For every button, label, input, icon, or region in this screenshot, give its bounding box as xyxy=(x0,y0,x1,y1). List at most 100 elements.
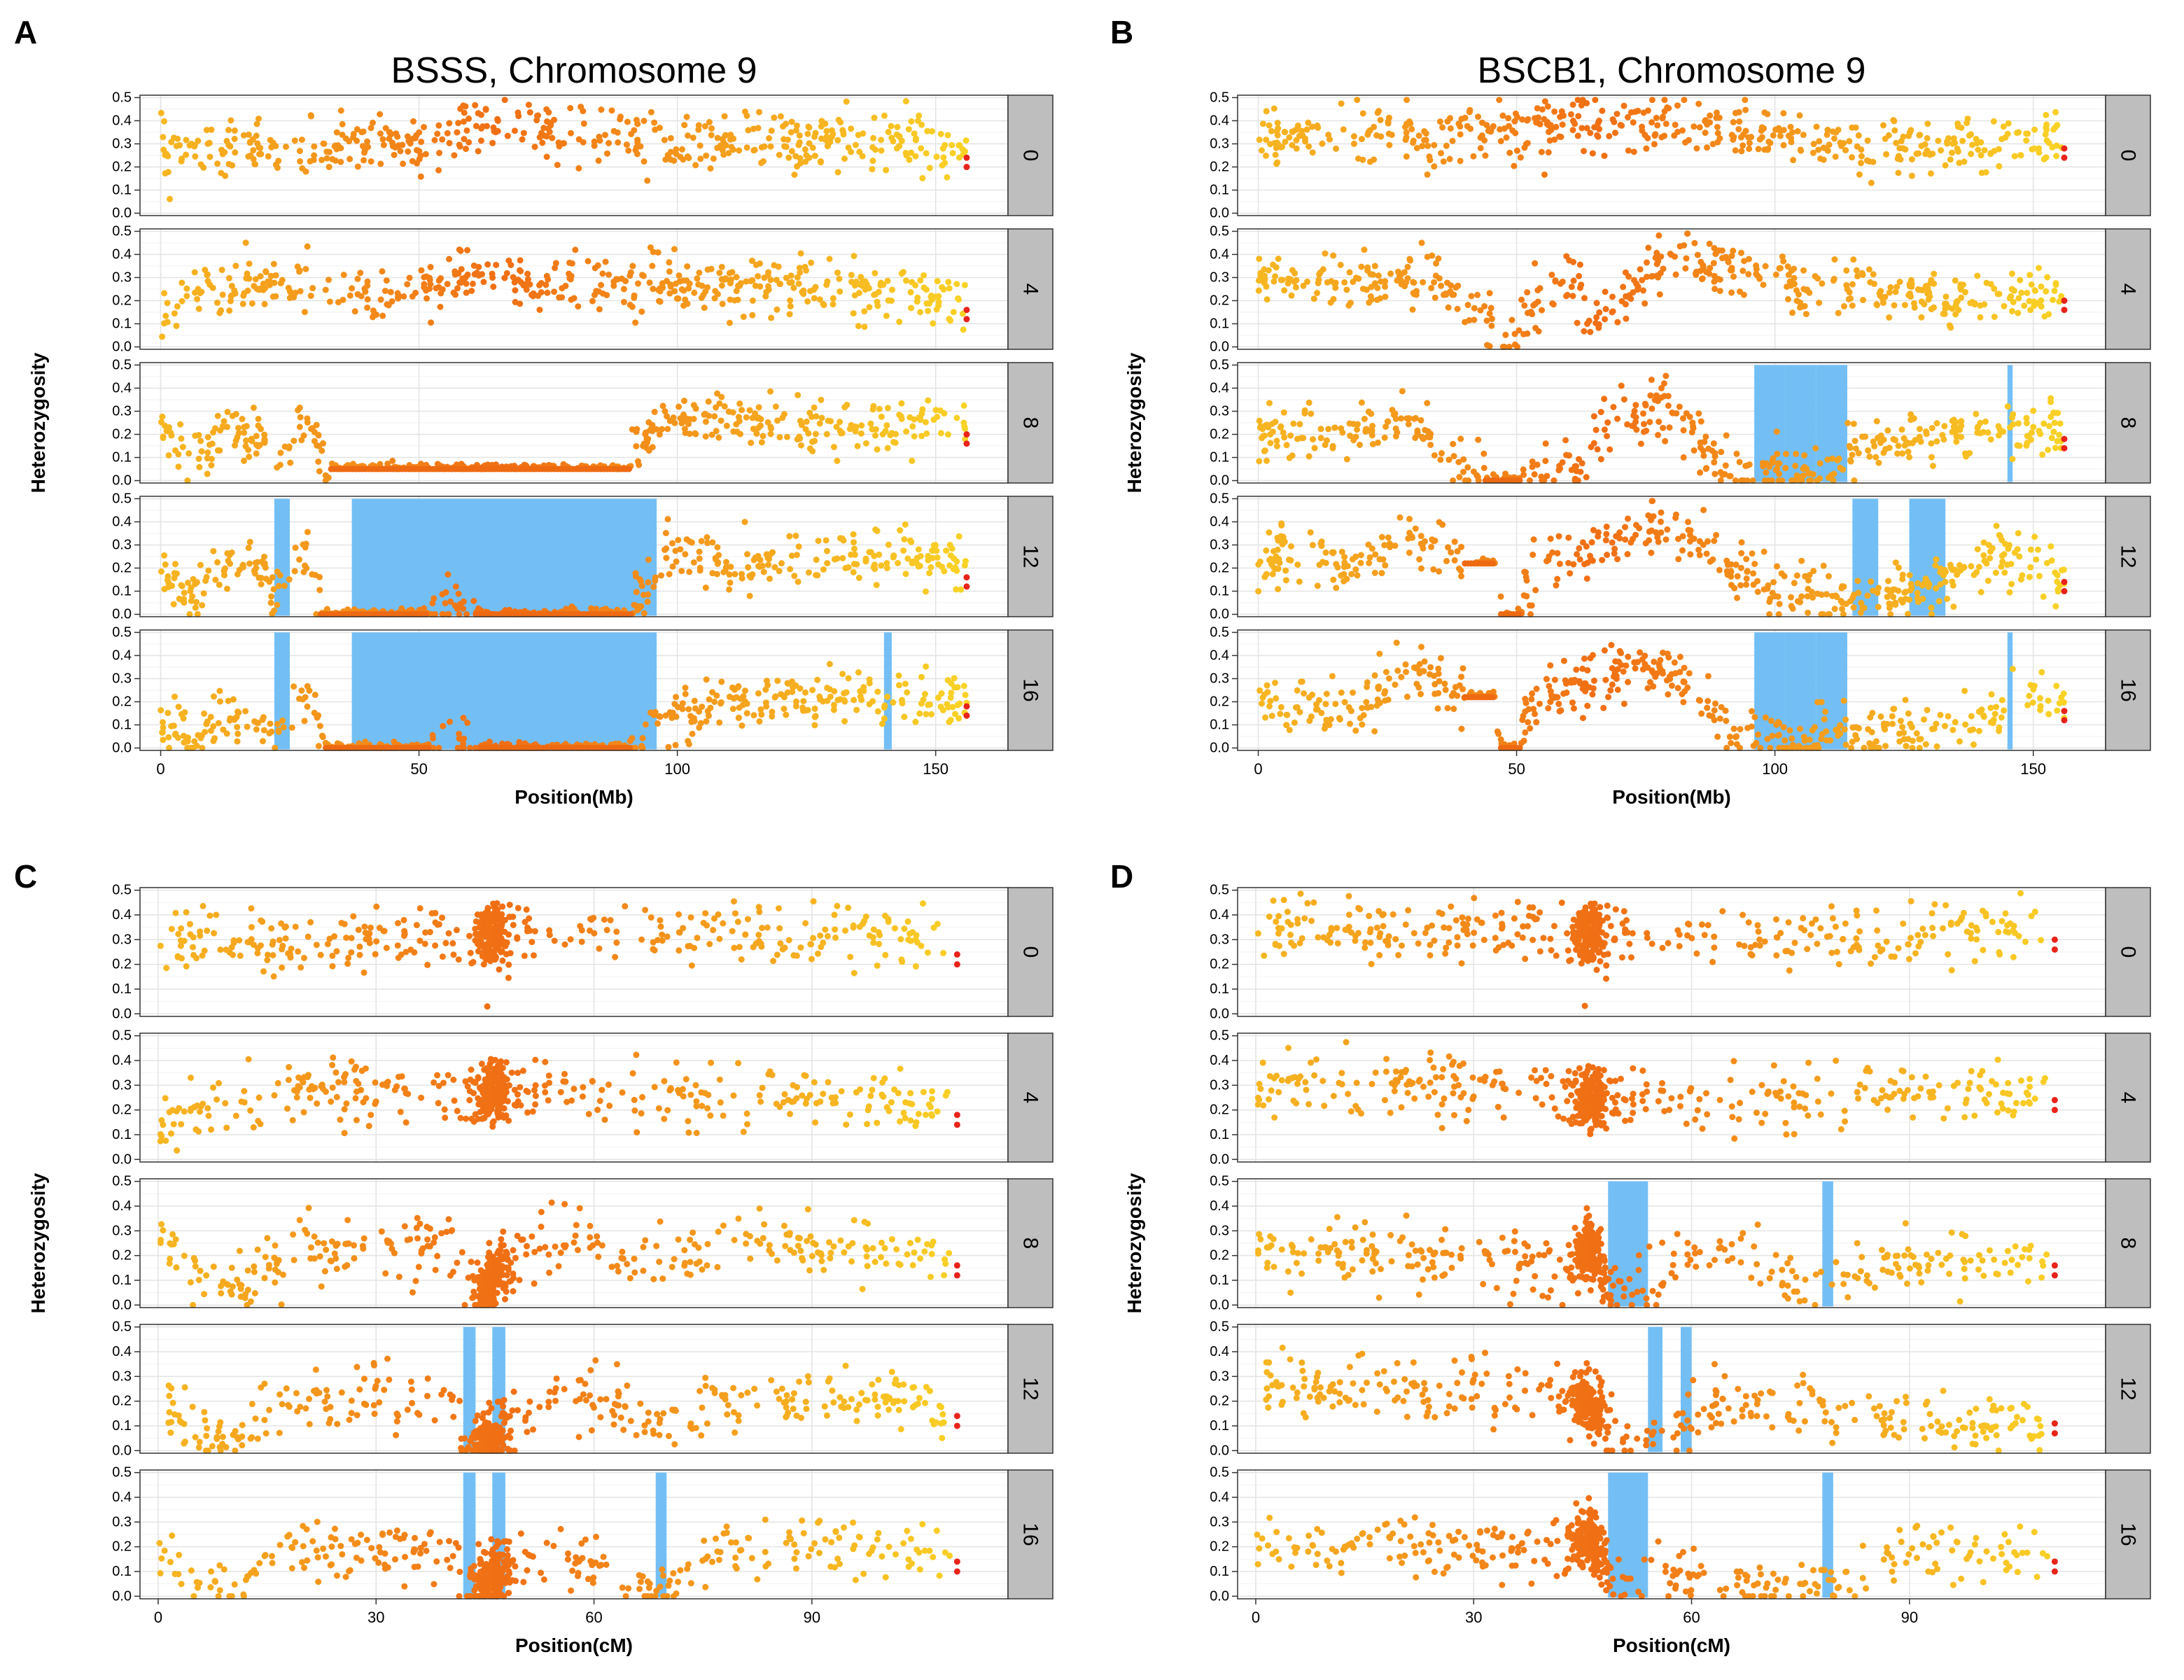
data-point xyxy=(1852,445,1859,452)
data-point xyxy=(898,400,905,407)
data-point xyxy=(304,243,311,250)
data-point xyxy=(218,267,225,274)
data-point xyxy=(1532,260,1539,267)
data-point xyxy=(160,724,167,731)
data-point xyxy=(927,710,934,718)
data-point xyxy=(895,559,902,566)
data-point xyxy=(1648,97,1656,104)
data-point xyxy=(1680,454,1687,461)
data-point xyxy=(2014,546,2021,553)
data-point xyxy=(551,288,558,295)
data-point xyxy=(1952,139,1959,146)
data-point xyxy=(1901,302,1908,309)
data-point xyxy=(685,285,692,292)
data-point xyxy=(939,162,946,169)
data-point xyxy=(1497,138,1504,145)
data-point xyxy=(708,265,715,272)
data-point xyxy=(687,713,694,720)
data-point xyxy=(1412,525,1419,532)
data-point xyxy=(834,136,841,144)
data-point xyxy=(1350,133,1357,140)
data-point xyxy=(853,706,860,713)
data-point xyxy=(1287,556,1294,564)
data-point xyxy=(1831,256,1838,263)
data-point xyxy=(2052,569,2059,576)
data-point xyxy=(1908,172,1915,179)
data-point xyxy=(1682,139,1689,146)
data-point xyxy=(445,611,452,618)
data-point xyxy=(512,299,519,306)
data-point xyxy=(216,447,223,454)
data-point xyxy=(568,296,575,303)
data-point xyxy=(1639,410,1646,417)
data-point xyxy=(834,169,841,176)
data-point xyxy=(1870,587,1877,594)
data-point xyxy=(184,477,191,484)
data-point xyxy=(253,286,260,293)
data-point xyxy=(1717,469,1724,476)
data-point xyxy=(1894,450,1901,457)
data-point xyxy=(1929,463,1936,470)
y-tick-label: 0.2 xyxy=(112,561,132,576)
data-point xyxy=(1871,443,1878,450)
data-point xyxy=(1306,399,1312,406)
data-point xyxy=(1276,559,1283,566)
data-point xyxy=(714,544,721,551)
data-point xyxy=(1610,403,1617,410)
data-point xyxy=(893,131,900,138)
data-point xyxy=(1744,568,1751,575)
data-point xyxy=(342,135,349,142)
data-point xyxy=(1288,292,1295,299)
data-point xyxy=(854,442,861,449)
data-point xyxy=(1338,100,1345,107)
data-point xyxy=(203,127,210,134)
data-point xyxy=(1703,465,1710,472)
data-point xyxy=(636,605,643,612)
data-point xyxy=(234,730,241,737)
data-point xyxy=(841,696,848,704)
data-point xyxy=(580,108,587,115)
data-point xyxy=(475,148,482,155)
data-point xyxy=(1645,244,1652,251)
data-point xyxy=(809,687,816,694)
data-point xyxy=(1850,604,1857,611)
data-point xyxy=(767,276,774,284)
data-point xyxy=(351,606,358,613)
data-point xyxy=(395,295,402,302)
data-point xyxy=(456,611,463,618)
data-point xyxy=(214,160,221,167)
data-point xyxy=(1502,331,1509,338)
data-point xyxy=(1589,150,1596,157)
data-point xyxy=(1501,125,1508,132)
data-point xyxy=(850,310,857,317)
data-point xyxy=(1906,454,1913,461)
data-point xyxy=(883,422,890,429)
data-point xyxy=(1471,304,1478,312)
data-point xyxy=(1648,377,1655,384)
data-point xyxy=(1754,578,1761,584)
data-point xyxy=(1788,603,1795,610)
data-point xyxy=(1975,146,1982,153)
data-point xyxy=(702,418,709,425)
data-point xyxy=(787,566,794,573)
data-point xyxy=(1718,449,1725,456)
data-point xyxy=(291,568,298,575)
data-point xyxy=(431,136,438,144)
data-point xyxy=(1656,232,1662,239)
data-point xyxy=(796,265,803,272)
data-point xyxy=(800,698,807,705)
data-point xyxy=(389,457,396,464)
data-point xyxy=(1651,132,1658,139)
data-point xyxy=(364,304,371,311)
data-point xyxy=(2016,553,2023,560)
data-point xyxy=(874,708,881,715)
data-point xyxy=(524,276,531,283)
data-point xyxy=(863,281,870,288)
data-point xyxy=(1458,725,1465,732)
data-point xyxy=(664,413,671,420)
data-point xyxy=(1452,284,1460,291)
data-point xyxy=(1256,136,1263,144)
data-point xyxy=(1275,586,1282,593)
facet-strip-label: 4 xyxy=(2117,284,2140,295)
data-point xyxy=(1935,137,1942,144)
